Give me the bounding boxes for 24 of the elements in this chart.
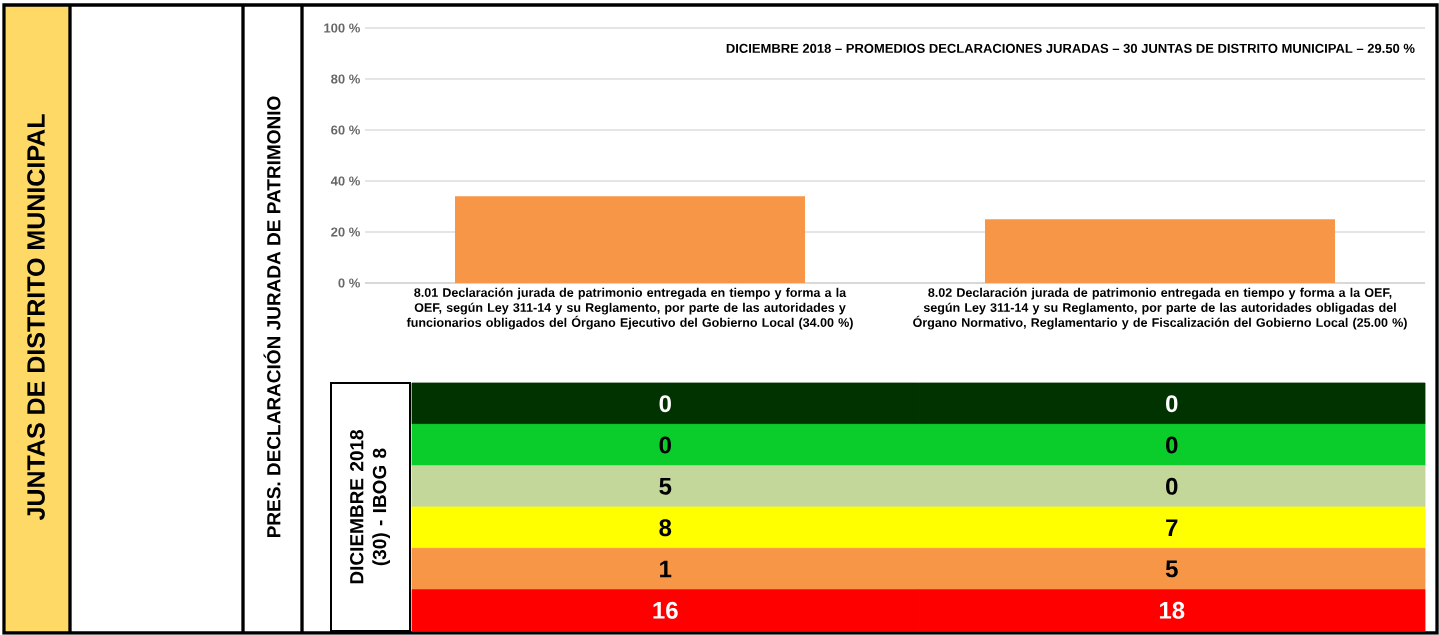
y-tick-label: 60 % [331, 125, 360, 135]
text: 1 [660, 560, 672, 578]
text: 0 [1166, 395, 1178, 413]
text: 18 [1159, 601, 1185, 619]
text: DICIEMBRE 2018 (30) - IBOG 8 [350, 430, 390, 584]
y-tick-label: 20 % [331, 227, 360, 237]
x-tick-label: 8.01 Declaración jurada de patrimonio entregada en tiempo y forma a la OEF, según Ley 311-14 y su Reglamento, por parte de las autoridades y funcionarios obligados del Órgano Ejecutivo del Gobierno Local (34.00 %) [406, 287, 853, 330]
y-tick-label: 40 % [330, 176, 360, 186]
y-axis-title: PRES. DECLARACIÓN JURADA DE PATRIMONIO [263, 96, 281, 538]
text: 0 [659, 436, 671, 454]
y-tick-label: 80 % [331, 74, 360, 84]
text: 7 [1166, 519, 1178, 536]
text: 8 [659, 519, 672, 537]
text: 16 [653, 601, 678, 619]
y-tick-label: 0 % [338, 278, 360, 288]
text: 5 [1165, 560, 1178, 578]
x-tick-label: 8.02 Declaración jurada de patrimonio entregada en tiempo y forma a la OEF, según Ley 311-14 y su Reglamento, por parte de las autoridades obligadas del Órgano Normativo, Reglamentario y de Fiscalización del Gobierno Local (25.00 %) [913, 287, 1407, 330]
text: 0 [1166, 477, 1178, 495]
text: 0 [659, 395, 671, 413]
text: 5 [659, 477, 672, 495]
text: JUNTAS DE DISTRITO MUNICIPAL [27, 114, 45, 521]
text: 0 [1166, 436, 1178, 454]
y-tick-label: 100 % [324, 23, 360, 33]
text: DICIEMBRE 2018 – PROMEDIOS DECLARACIONES JURADAS – 30 JUNTAS DE DISTRITO MUNICIPAL – 29.50 % [726, 43, 1415, 54]
